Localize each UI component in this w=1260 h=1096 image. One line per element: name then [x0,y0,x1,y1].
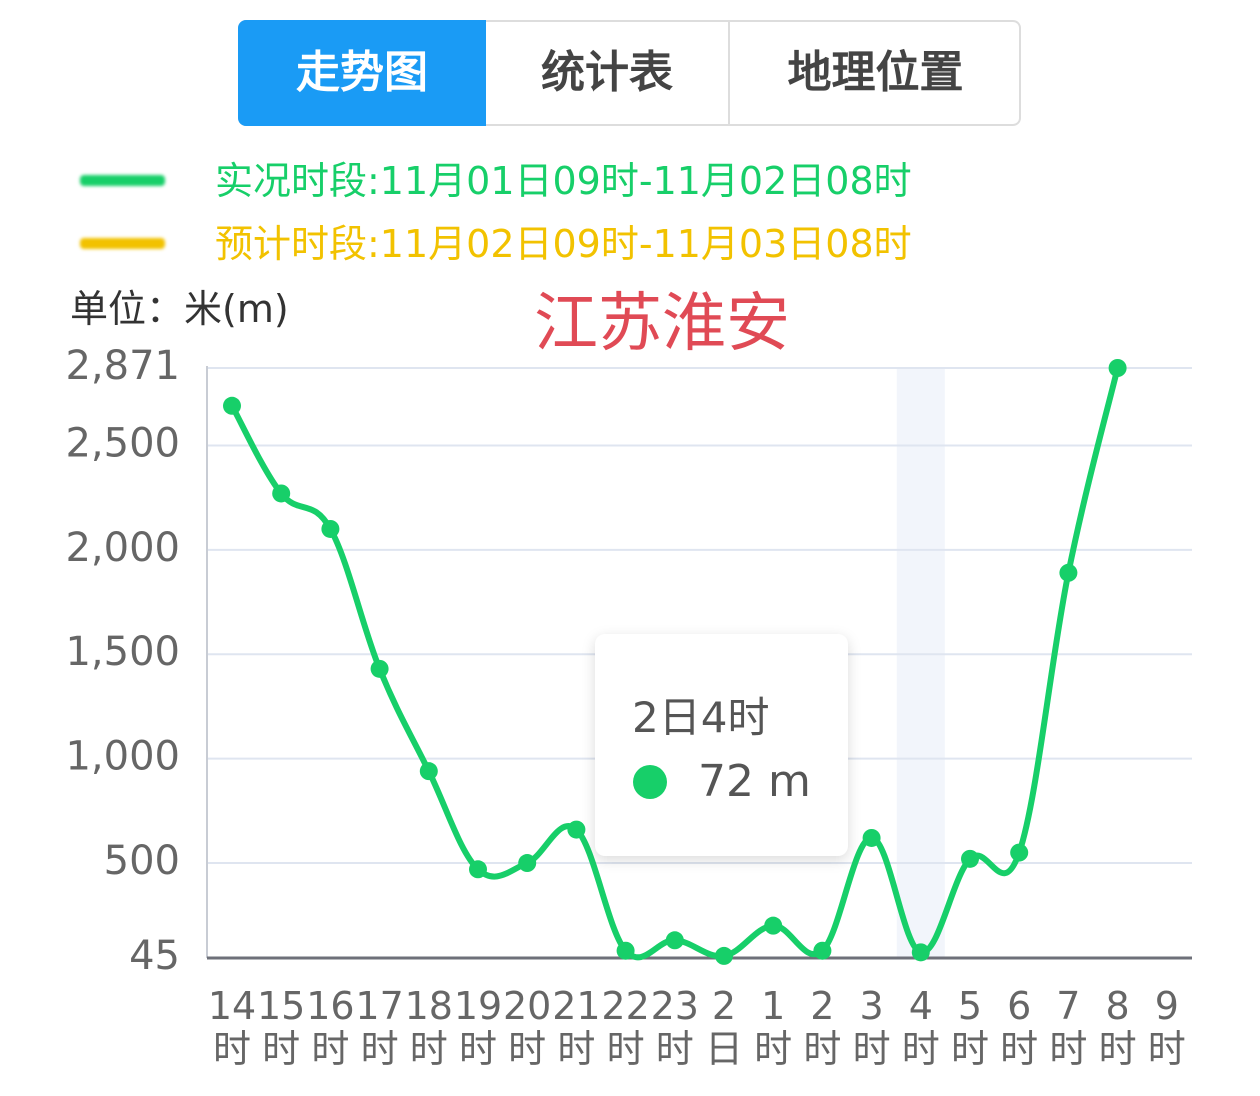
x-tick-label: 7时 [1049,984,1088,1071]
data-point [370,659,389,678]
data-point [961,849,979,868]
y-tick-label: 2,500 [65,420,180,466]
x-tick-label: 23时 [650,984,699,1071]
data-point [567,820,586,839]
x-tick-label: 17时 [355,984,404,1071]
x-tick-label: 9时 [1147,984,1186,1071]
y-tick-label: 1,500 [65,629,180,675]
hover-band [896,368,945,958]
y-tick-label: 2,000 [65,525,180,571]
y-tick-label: 500 [104,838,180,884]
tooltip-title: 2日4时 [632,693,770,742]
legend-swatch [80,238,165,249]
data-point [469,860,487,879]
data-point [1108,359,1127,377]
data-point [223,396,241,415]
data-point [616,941,635,960]
x-tick-label: 8时 [1098,984,1137,1071]
x-tick-label: 3时 [852,984,891,1071]
x-tick-label: 14时 [207,984,257,1071]
x-tick-label: 5时 [950,984,989,1071]
tooltip-dot [633,765,667,799]
y-tick-label: 2,871 [65,343,180,389]
x-tick-label: 6时 [1000,984,1039,1071]
data-point [419,762,438,781]
y-tick-label: 1,000 [65,734,180,780]
legend-label: 实况时段:11月01日09时-11月02日08时 [215,159,912,203]
data-point [911,943,930,962]
tooltip-text: 72 m [698,756,811,807]
data-point [813,941,832,960]
tab[interactable]: 地理位置 [787,47,964,98]
tab[interactable]: 走势图 [238,20,486,126]
data-point [1010,843,1029,862]
x-tick-label: 18时 [404,984,453,1071]
x-tick-label: 19时 [453,984,503,1071]
x-tick-label: 15时 [257,984,306,1071]
y-tick-label: 45 [129,933,180,979]
x-tick-label: 22时 [601,984,650,1071]
tooltip: 2日4时 72 m [595,634,848,856]
unit-label: 单位：米(m) [70,287,289,331]
data-point [272,484,291,503]
x-tick-label: 20时 [503,984,552,1071]
data-point [518,854,537,873]
chart-title: 江苏淮安 [534,287,790,361]
data-point [1059,563,1078,582]
data-point [321,519,340,538]
tab[interactable]: 统计表 [486,20,730,126]
data-point [665,931,684,950]
x-tick-label: 2日 [704,984,743,1071]
data-point [715,946,733,965]
x-tick-label: 4时 [901,984,940,1071]
legend-swatch [80,175,165,186]
legend-label: 预计时段:11月02日09时-11月03日08时 [215,222,912,266]
x-tick-label: 1时 [754,984,793,1071]
data-point [764,916,783,935]
x-tick-label: 2时 [803,984,842,1071]
x-tick-label: 16时 [306,984,355,1071]
data-point [862,828,881,847]
x-tick-label: 21时 [552,984,601,1071]
